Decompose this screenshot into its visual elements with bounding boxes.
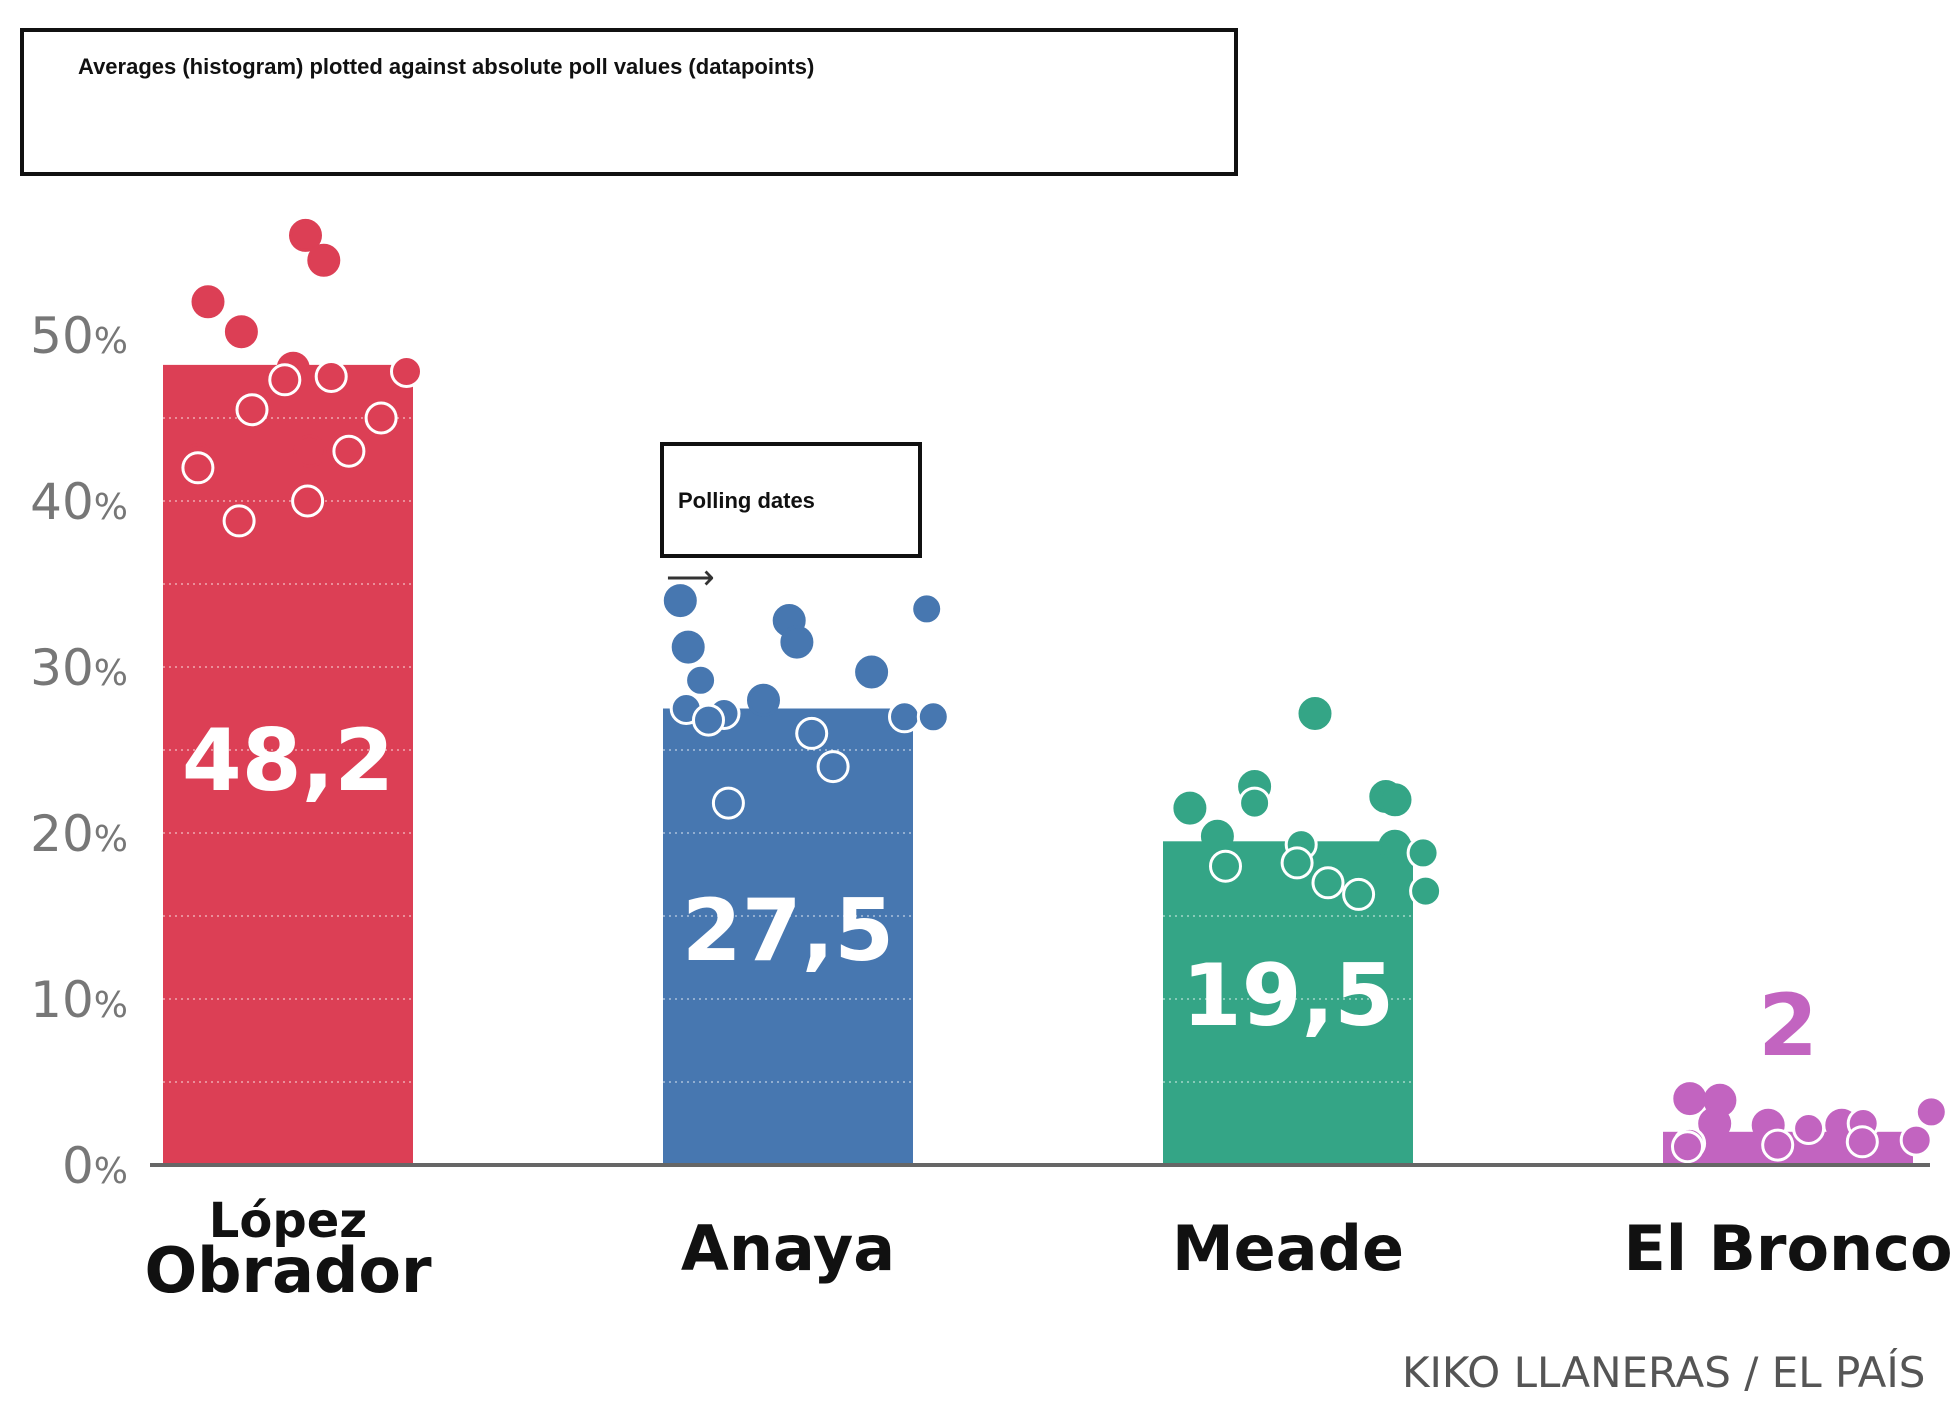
category-label-line1: López	[209, 1193, 367, 1249]
poll-point-filled	[1298, 697, 1332, 730]
bar-0	[163, 364, 413, 1165]
credit-text: KIKO LLANERAS / EL PAÍS	[1402, 1348, 1926, 1397]
poll-point-hollow	[888, 700, 921, 734]
bar-1	[663, 708, 913, 1165]
category-label: El Bronco	[1623, 1212, 1952, 1285]
poll-point-hollow	[1671, 1130, 1704, 1164]
y-tick-label: 30%	[30, 639, 128, 697]
poll-point-filled	[671, 630, 705, 664]
y-tick-label: 40%	[30, 473, 128, 531]
poll-point-filled	[293, 434, 327, 468]
category-label-line2: Obrador	[144, 1234, 431, 1307]
poll-point-filled	[1200, 819, 1234, 853]
poll-point-hollow	[1409, 874, 1443, 908]
poll-point-hollow	[910, 592, 944, 626]
poll-point-hollow	[816, 750, 850, 784]
axis-layer: 0% 10% 20% 30% 40% 50%	[30, 307, 1930, 1195]
category-label: Anaya	[681, 1212, 895, 1285]
poll-point-hollow	[1311, 866, 1345, 900]
poll-point-filled	[780, 625, 814, 659]
points-layer	[181, 218, 1948, 1164]
poll-point-hollow	[1238, 786, 1272, 820]
bars-layer	[163, 364, 1913, 1165]
poll-point-hollow	[332, 434, 366, 468]
y-tick-label: 50%	[30, 307, 128, 365]
poll-point-filled	[747, 683, 780, 717]
poll-point-filled	[1673, 1082, 1707, 1116]
polling-dates-box	[660, 442, 922, 558]
title-annotation-text: Averages (histogram) plotted against abs…	[78, 54, 815, 79]
poll-point-hollow	[795, 716, 829, 750]
poll-point-filled	[1378, 783, 1412, 817]
poll-point-filled	[1698, 1107, 1732, 1140]
polling-dates-text: Polling dates	[678, 488, 815, 513]
value-label-0: 48,2	[182, 711, 394, 811]
poll-point-hollow	[1280, 846, 1314, 880]
poll-point-hollow	[268, 363, 302, 397]
poll-point-hollow	[390, 355, 423, 388]
poll-point-filled	[1173, 791, 1207, 825]
category-label: Meade	[1172, 1212, 1404, 1285]
y-tick-label: 10%	[30, 971, 128, 1029]
poll-point-hollow	[1914, 1095, 1948, 1129]
poll-point-hollow	[711, 786, 745, 820]
poll-point-hollow	[181, 451, 215, 485]
poll-point-hollow	[916, 700, 950, 734]
poll-point-filled	[289, 218, 322, 252]
poll-point-hollow	[291, 484, 325, 518]
y-tick-label: 0%	[62, 1137, 128, 1195]
title-annotation-box	[20, 28, 1238, 176]
value-label-3: 2	[1758, 976, 1818, 1076]
poll-point-hollow	[222, 504, 256, 538]
poll-point-filled	[855, 655, 889, 689]
poll-point-hollow	[1209, 849, 1242, 883]
poll-point-filled	[1378, 829, 1412, 863]
value-label-2: 19,5	[1182, 946, 1394, 1046]
poll-point-filled	[191, 285, 225, 319]
poll-point-hollow	[692, 703, 725, 737]
poll-point-filled	[663, 584, 697, 618]
poll-point-filled	[224, 315, 258, 349]
poll-point-hollow	[1792, 1112, 1826, 1145]
y-tick-label: 20%	[30, 805, 128, 863]
poll-point-hollow	[1342, 877, 1376, 911]
value-label-1: 27,5	[682, 881, 894, 981]
poll-point-hollow	[1899, 1123, 1933, 1157]
poll-point-hollow	[1761, 1128, 1795, 1162]
poll-point-hollow	[364, 401, 398, 435]
poll-point-hollow	[235, 393, 269, 427]
poll-point-hollow	[1406, 836, 1440, 870]
poll-point-hollow	[1845, 1125, 1879, 1159]
poll-point-hollow	[314, 360, 348, 393]
poll-point-filled	[307, 243, 341, 277]
poll-point-hollow	[684, 663, 718, 697]
